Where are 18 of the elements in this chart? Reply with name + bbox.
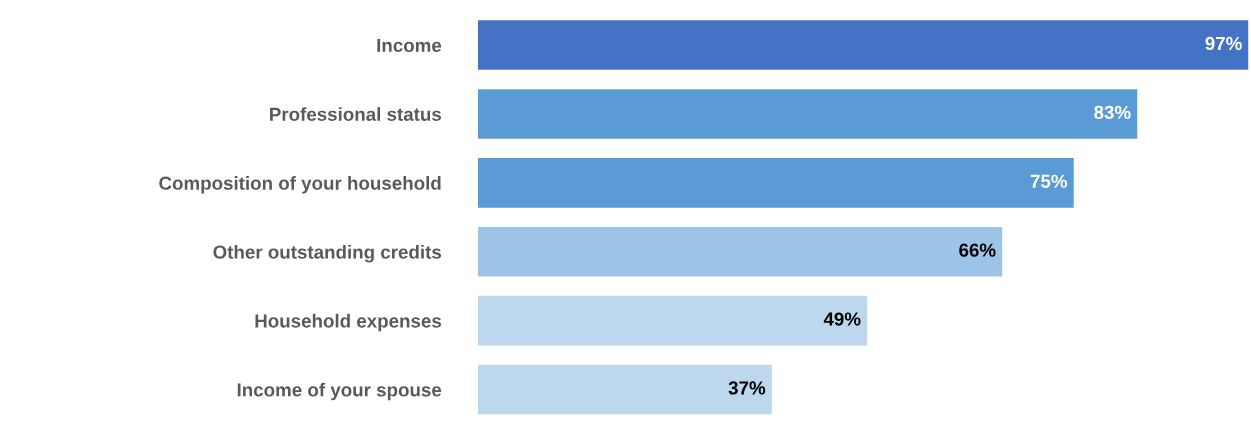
data-label: 66% <box>959 243 996 257</box>
bar <box>477 20 1249 70</box>
data-label: 49% <box>823 312 861 326</box>
data-label: 83% <box>1094 105 1131 120</box>
bar <box>477 364 772 415</box>
y-tick-label: Income of your spouse <box>237 382 442 401</box>
data-label: 37% <box>728 381 766 395</box>
bar <box>477 226 1003 277</box>
y-tick-label: Composition of your household <box>159 176 441 194</box>
bar <box>477 89 1138 139</box>
data-label: 75% <box>1030 174 1068 188</box>
y-tick-label: Other outstanding credits <box>213 244 442 263</box>
bar <box>477 158 1074 208</box>
y-tick-label: Income <box>377 38 442 53</box>
data-label: 97% <box>1205 36 1242 51</box>
y-tick-label: Professional status <box>270 107 442 121</box>
bar <box>477 295 868 346</box>
y-tick-label: Household expenses <box>255 313 442 332</box>
